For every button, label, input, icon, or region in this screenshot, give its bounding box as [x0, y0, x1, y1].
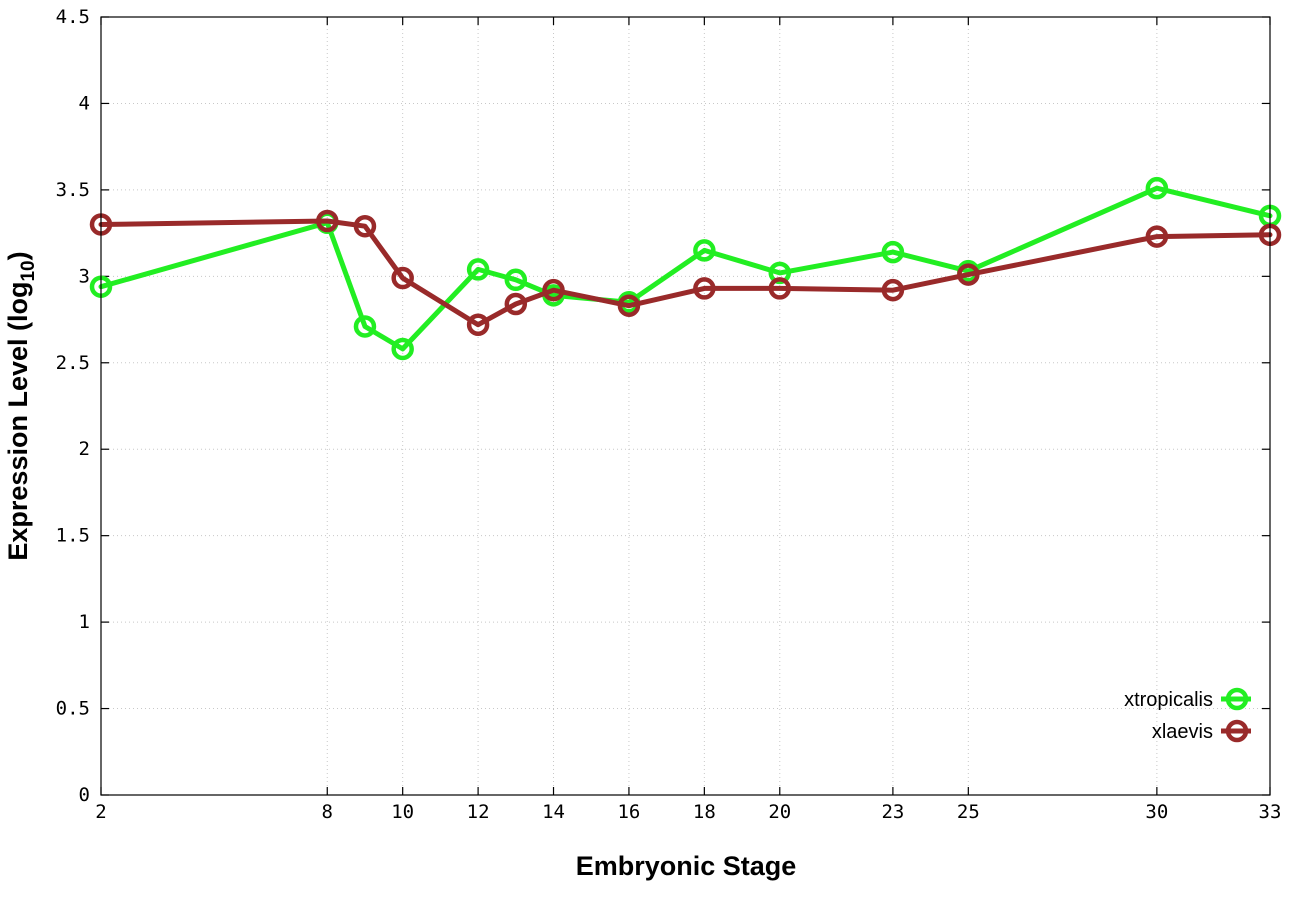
y-tick-label: 3: [79, 265, 90, 287]
y-axis-title: Expression Level (log10): [3, 251, 39, 560]
x-tick-label: 33: [1259, 801, 1282, 823]
data-point-xlaevis: [391, 266, 414, 290]
legend: xtropicalis xlaevis: [1124, 687, 1251, 743]
legend-item-xtropicalis: xtropicalis: [1124, 687, 1251, 711]
data-point-xlaevis: [542, 278, 565, 302]
legend-label: xlaevis: [1152, 721, 1213, 743]
x-tick-label: 14: [542, 801, 565, 823]
data-point-xlaevis: [881, 278, 905, 302]
y-tick-label: 3.5: [56, 179, 90, 201]
axis-ticks: [100, 16, 1271, 796]
y-tick-label: 2.5: [56, 352, 90, 374]
plot-frame: [100, 16, 1271, 796]
data-point-xtropicalis: [693, 239, 716, 262]
tick-labels: 0 0.5 1 1.5 2 2.5 3 3.5 4 4.5 2 8 10 12 14 16 18 20 23 25 30…: [56, 6, 1282, 823]
legend-item-xlaevis: xlaevis: [1152, 719, 1251, 743]
data-point-xtropicalis: [768, 261, 792, 285]
data-point-xlaevis: [617, 294, 641, 317]
x-tick-label: 12: [467, 801, 490, 823]
y-tick-label: 4.5: [56, 6, 90, 28]
y-axis-title-subscript: 10: [18, 260, 39, 281]
x-axis-title: Embryonic Stage: [576, 851, 797, 881]
data-point-xlaevis: [957, 263, 980, 286]
data-point-xtropicalis: [353, 315, 377, 338]
x-tick-label: 25: [957, 801, 980, 823]
y-tick-label: 1: [79, 611, 90, 633]
series-xtropicalis: [89, 176, 1282, 361]
data-point-xlaevis: [316, 209, 339, 233]
legend-marker-swatch: [1225, 719, 1249, 743]
x-tick-label: 20: [768, 801, 791, 823]
data-point-xtropicalis: [881, 240, 905, 264]
y-axis-title-suffix: ): [3, 251, 33, 260]
data-series: [89, 176, 1282, 361]
data-point-xtropicalis: [391, 337, 414, 361]
y-tick-label: 0: [79, 784, 90, 806]
data-point-xlaevis: [693, 277, 716, 300]
data-point-xtropicalis: [504, 268, 528, 292]
series-xlaevis: [89, 209, 1282, 336]
y-axis-title-main: Expression Level (log: [3, 282, 33, 561]
x-tick-label: 30: [1145, 801, 1168, 823]
x-tick-label: 2: [95, 801, 106, 823]
data-point-xtropicalis: [466, 258, 490, 281]
y-tick-label: 1.5: [56, 525, 90, 547]
y-tick-label: 2: [79, 438, 90, 460]
x-tick-label: 8: [322, 801, 333, 823]
legend-label: xtropicalis: [1124, 689, 1213, 711]
y-tick-label: 4: [79, 92, 90, 114]
x-tick-label: 10: [391, 801, 414, 823]
data-point-xlaevis: [1145, 225, 1169, 248]
data-point-xlaevis: [466, 313, 490, 336]
grid-lines: [101, 17, 1270, 795]
x-tick-label: 18: [693, 801, 716, 823]
data-point-xlaevis: [504, 292, 528, 316]
x-tick-label: 16: [617, 801, 640, 823]
series-line-xtropicalis: [98, 185, 1273, 352]
data-point-xtropicalis: [1145, 176, 1169, 200]
x-tick-label: 23: [881, 801, 904, 823]
y-tick-label: 0.5: [56, 698, 90, 720]
data-point-xlaevis: [353, 214, 377, 238]
legend-marker-swatch: [1225, 687, 1249, 711]
data-point-xlaevis: [768, 277, 792, 300]
